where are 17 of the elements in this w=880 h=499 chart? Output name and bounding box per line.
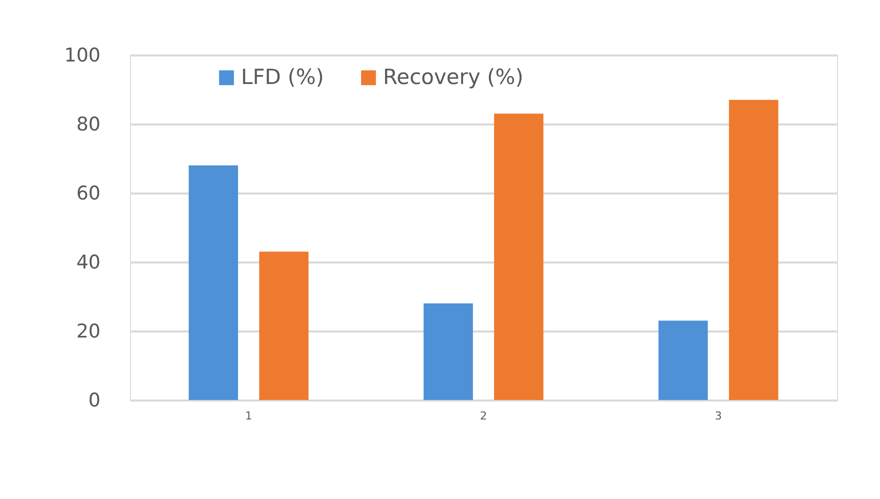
legend-label: LFD (%) <box>241 64 324 89</box>
bar <box>259 252 309 400</box>
bar <box>494 114 544 400</box>
y-tick-label: 60 <box>76 182 100 204</box>
legend-label: Recovery (%) <box>383 64 524 89</box>
y-tick-label: 100 <box>64 44 100 66</box>
x-tick-label: 2 <box>480 410 487 422</box>
bar <box>188 165 238 400</box>
bar <box>658 320 708 400</box>
x-tick-label: 3 <box>714 410 722 422</box>
x-tick-label: 1 <box>245 410 252 422</box>
y-tick-label: 80 <box>76 114 100 136</box>
bar <box>424 303 473 400</box>
y-tick-label: 40 <box>76 252 100 274</box>
y-tick-label: 20 <box>76 320 100 342</box>
y-tick-label: 0 <box>88 390 100 412</box>
bar <box>728 100 778 400</box>
